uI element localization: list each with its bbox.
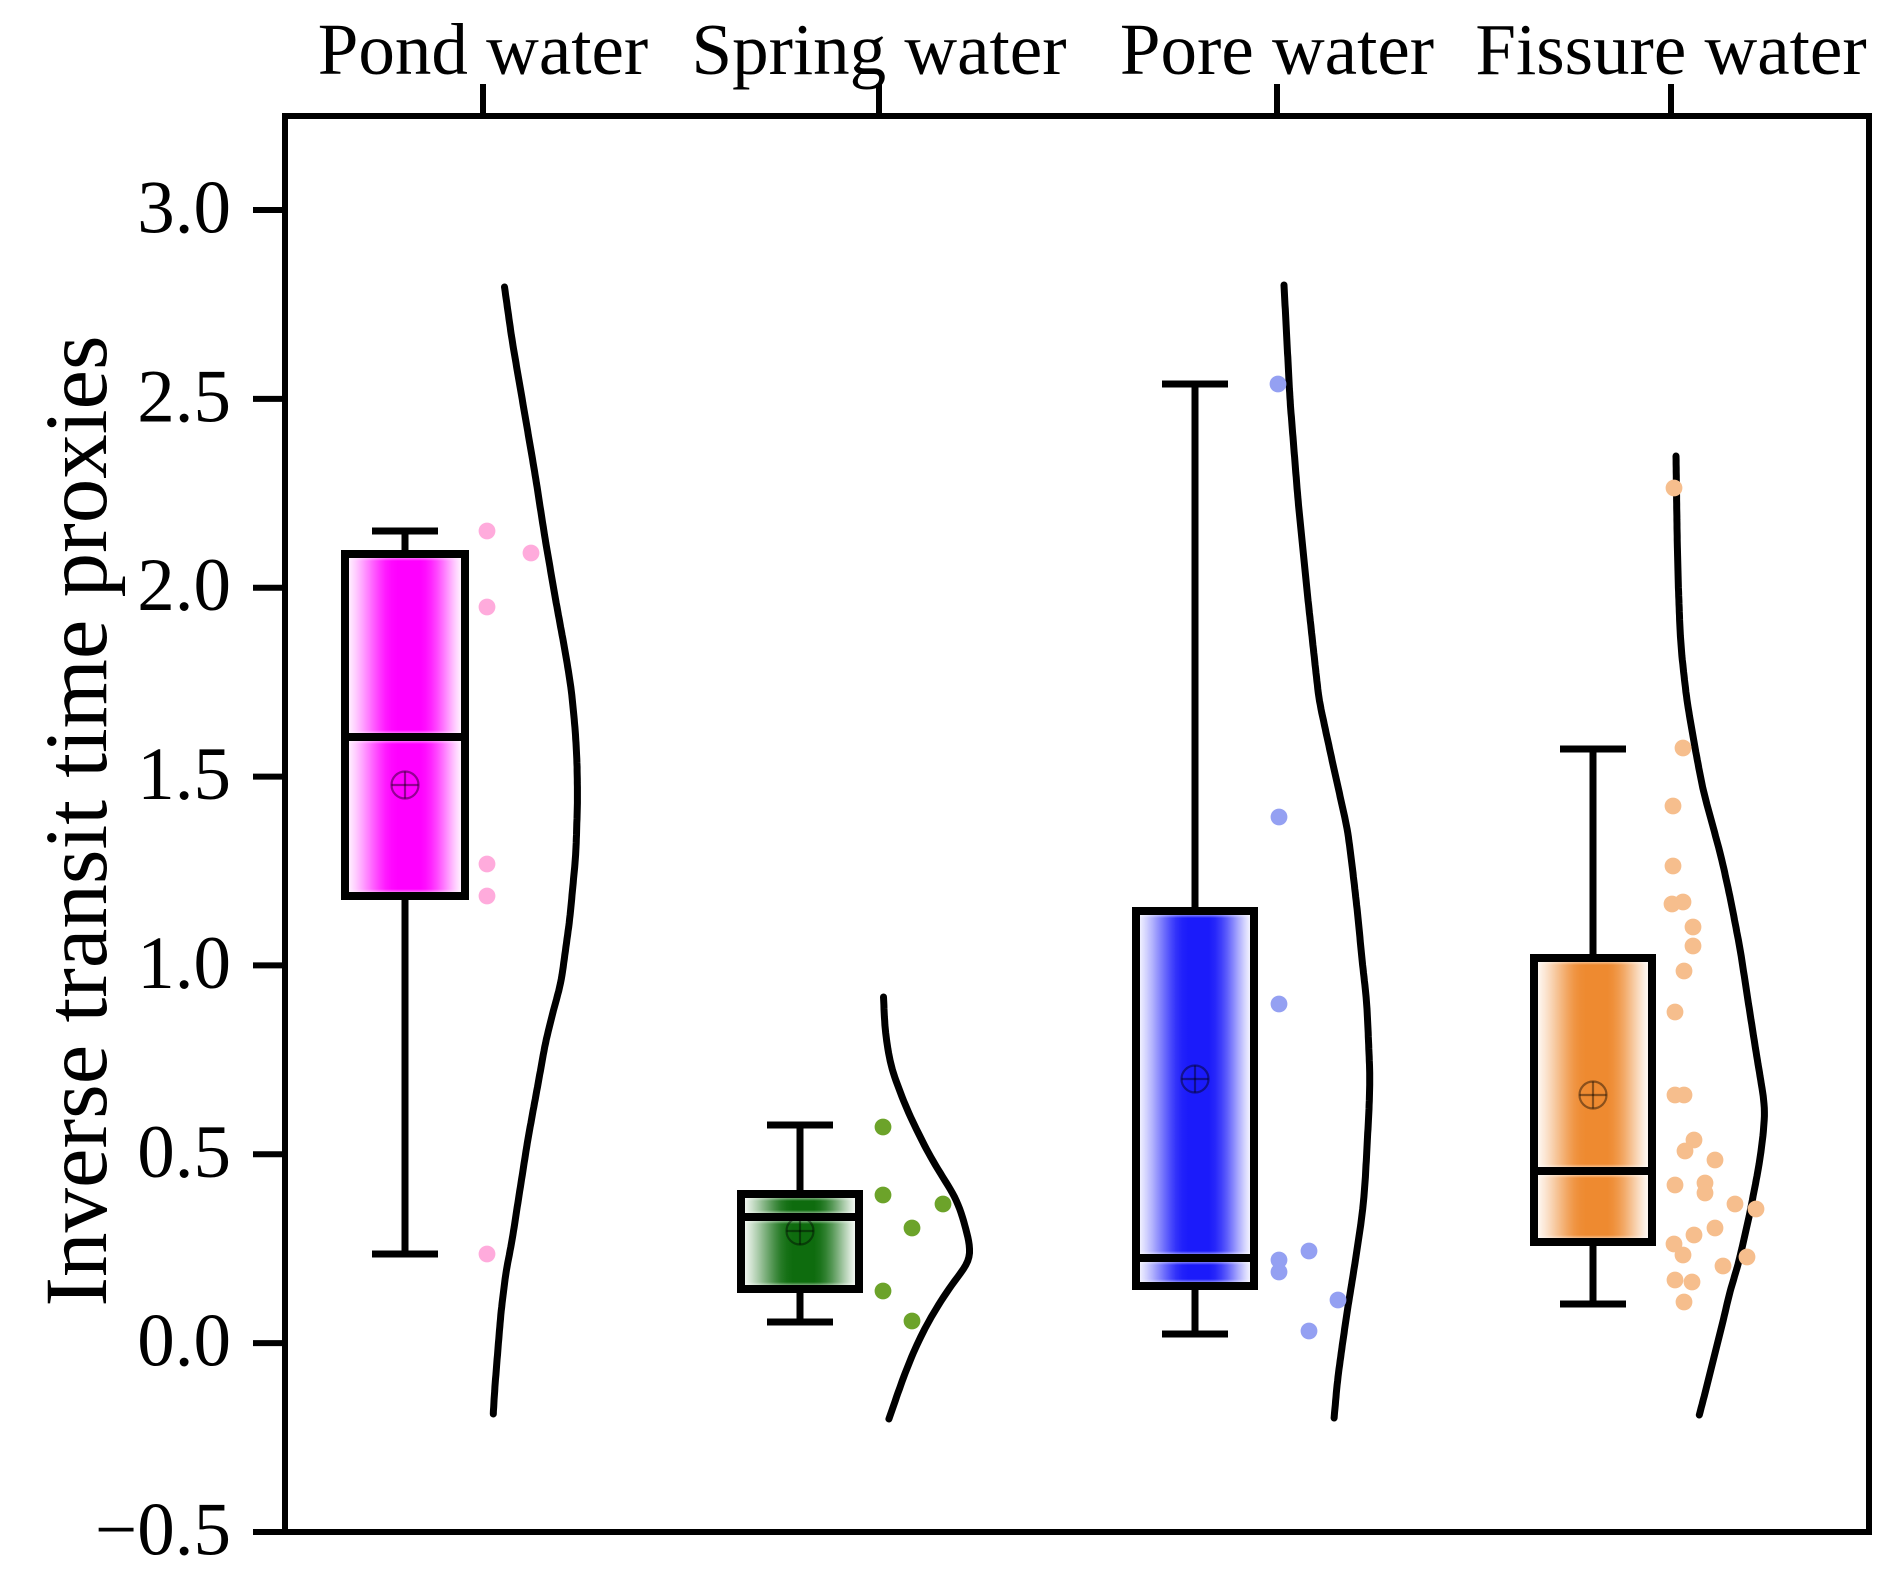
svg-text:3.0: 3.0 [137, 167, 231, 250]
svg-text:−0.5: −0.5 [95, 1489, 231, 1572]
svg-text:1.5: 1.5 [137, 733, 231, 816]
svg-text:Pond water: Pond water [318, 9, 648, 90]
svg-text:Pore water: Pore water [1120, 9, 1434, 90]
svg-text:2.0: 2.0 [137, 544, 231, 627]
svg-text:Fissure water: Fissure water [1475, 9, 1866, 90]
svg-text:Spring water: Spring water [691, 9, 1066, 90]
svg-text:1.0: 1.0 [137, 922, 231, 1005]
svg-text:Inverse transit time proxies: Inverse transit time proxies [28, 335, 126, 1306]
svg-text:0.0: 0.0 [137, 1300, 231, 1383]
svg-text:2.5: 2.5 [137, 355, 231, 438]
svg-text:0.5: 0.5 [137, 1111, 231, 1194]
